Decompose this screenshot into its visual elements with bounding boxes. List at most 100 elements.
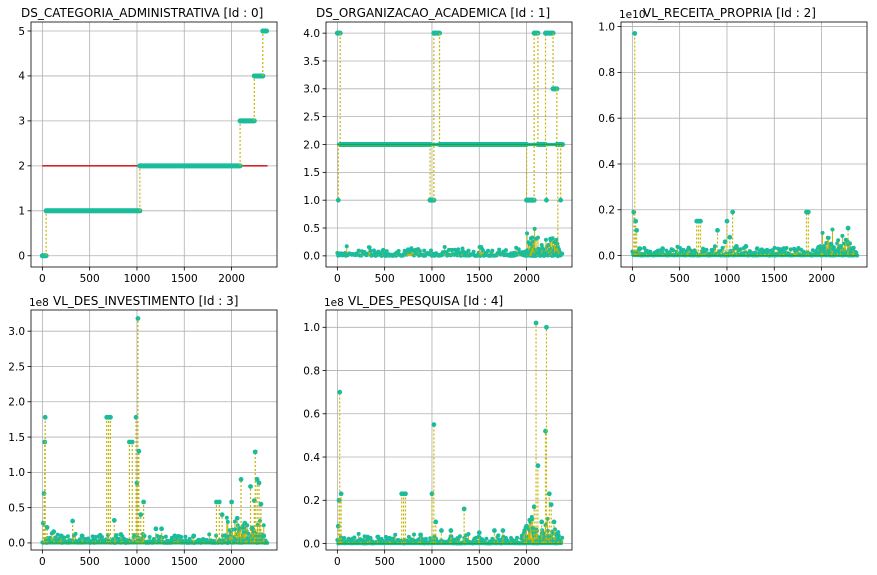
- x-tick-label: 2000: [218, 556, 245, 568]
- spike-point: [679, 248, 684, 254]
- data-point: [163, 534, 168, 539]
- data-point: [830, 227, 835, 232]
- y-tick-label: 0.0: [303, 538, 320, 550]
- axis-exponent: 1e10: [619, 9, 646, 21]
- data-point: [471, 249, 476, 254]
- spike-point: [135, 316, 141, 321]
- spike-point: [44, 525, 50, 530]
- data-point: [384, 249, 389, 254]
- data-point: [456, 537, 461, 542]
- spike-point: [79, 533, 85, 539]
- spike-point: [51, 529, 57, 535]
- spike-point: [191, 533, 197, 539]
- data-point: [356, 531, 361, 536]
- data-point: [788, 247, 793, 252]
- spike-point: [254, 477, 260, 482]
- spike-point: [850, 246, 856, 252]
- data-point: [496, 533, 501, 538]
- spike-point: [558, 197, 564, 203]
- data-point: [550, 236, 555, 241]
- spike-point: [492, 528, 497, 533]
- x-tick-label: 500: [375, 556, 395, 568]
- x-tick-label: 500: [670, 273, 690, 285]
- y-tick-label: 1.0: [8, 467, 25, 479]
- spike-point: [251, 498, 257, 503]
- y-tick-label: 3.0: [8, 326, 25, 338]
- data-point: [183, 534, 188, 539]
- x-tick-label: 0: [39, 556, 46, 568]
- plot-area: [31, 22, 277, 267]
- chart-2: 0 500 1000 1500 2000 0.0 0.2 0.4 0.6 0.8 1.0 1e10VL…: [598, 6, 868, 285]
- plot-frame: [30, 309, 278, 551]
- data-point: [490, 248, 495, 253]
- y-tick-label: 3: [18, 116, 25, 128]
- plot-area: [621, 22, 867, 267]
- spike-point: [722, 239, 728, 245]
- data-point: [466, 248, 471, 253]
- data-point: [86, 536, 91, 541]
- spike-point: [535, 463, 541, 469]
- spike-point: [701, 248, 707, 254]
- y-tick-label: 2.5: [303, 111, 320, 123]
- spike-point: [403, 491, 408, 497]
- data-point: [543, 237, 548, 242]
- chart-4: 0 500 1000 1500 2000 0.0 0.2 0.4 0.6 0.8 1.0 1e8 VL_…: [303, 294, 573, 568]
- spike-point: [555, 253, 561, 259]
- spike-point: [500, 528, 506, 533]
- y-tick-label: 4.0: [303, 28, 320, 40]
- data-point: [342, 536, 347, 541]
- plot-frame: [30, 21, 278, 268]
- x-tick-label: 0: [334, 273, 341, 285]
- y-tick-label: 5: [18, 26, 25, 38]
- data-point: [417, 248, 422, 253]
- data-point: [429, 248, 434, 253]
- data-point: [442, 245, 447, 250]
- spike-point: [546, 491, 552, 497]
- spike-point: [524, 523, 529, 529]
- plot-marks: [40, 316, 270, 545]
- y-tick-label: 0.8: [303, 365, 320, 377]
- spike-point: [828, 241, 834, 247]
- data-point: [712, 244, 717, 249]
- spike-point: [633, 218, 639, 224]
- spike-point: [248, 484, 253, 489]
- x-tick-label: 1000: [419, 273, 446, 285]
- spike-point: [234, 515, 240, 521]
- spike-point: [845, 225, 851, 231]
- plot-area: [326, 310, 572, 550]
- y-tick-label: 4: [18, 71, 25, 83]
- data-point: [381, 247, 386, 252]
- spike-point: [634, 227, 640, 233]
- y-tick-label: 0.6: [303, 409, 320, 421]
- data-point: [525, 231, 530, 236]
- data-point: [422, 248, 427, 253]
- spike-point: [42, 414, 48, 420]
- y-tick-label: 2.0: [8, 397, 25, 409]
- data-point: [411, 532, 416, 537]
- spike-point: [730, 209, 736, 215]
- spike-point: [70, 518, 76, 524]
- spike-point: [111, 517, 117, 523]
- data-point: [847, 241, 852, 246]
- spike-point: [819, 246, 824, 252]
- spike-point: [58, 533, 64, 539]
- spike-point: [92, 534, 98, 540]
- chart-1: 0 500 1000 1500 2000 0.0 0.5 1.0 1.5 2.0 2.5 3.0 3.5…: [303, 6, 573, 285]
- spike-point: [522, 528, 528, 533]
- data-point: [503, 248, 508, 253]
- y-tick-label: 1.0: [598, 21, 615, 33]
- chart-title: DS_CATEGORIA_ADMINISTRATIVA [Id : 0]: [21, 6, 263, 20]
- x-tick-label: 0: [39, 273, 46, 285]
- axis-exponent: 1e8: [324, 297, 344, 309]
- spike-point: [632, 31, 638, 36]
- spike-point: [766, 248, 771, 254]
- data-point: [246, 531, 251, 536]
- spike-point: [433, 519, 439, 525]
- spike-point: [805, 209, 811, 215]
- spike-point: [219, 512, 225, 518]
- spike-point: [256, 480, 262, 486]
- x-tick-label: 1500: [466, 556, 493, 568]
- spike-point: [242, 520, 248, 526]
- data-point: [692, 248, 697, 253]
- x-tick-label: 1000: [124, 273, 151, 285]
